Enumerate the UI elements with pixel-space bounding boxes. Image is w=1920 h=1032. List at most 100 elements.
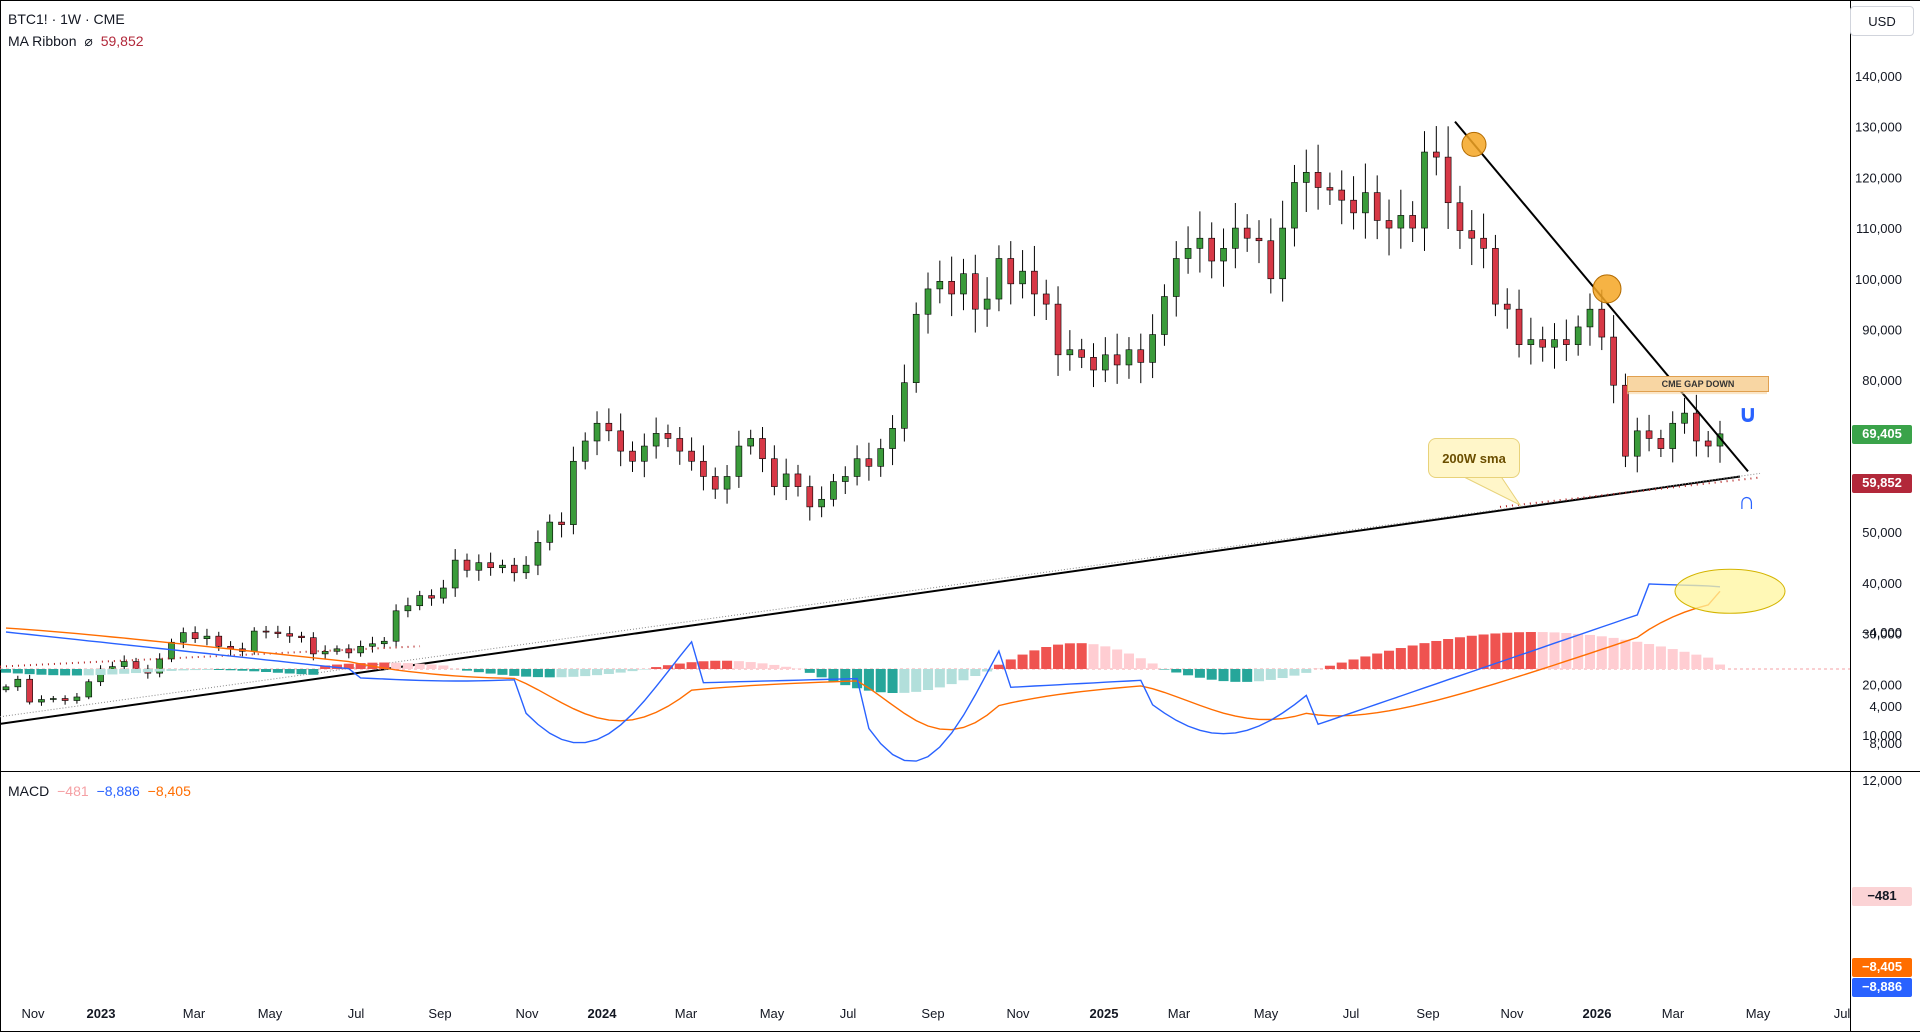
candle-body	[995, 258, 1003, 300]
time-tick-label: Mar	[675, 1006, 698, 1021]
candle-body	[510, 564, 518, 574]
candle-body	[321, 651, 329, 655]
time-tick-label: 2024	[588, 1006, 618, 1021]
symbol-title: BTC1! · 1W · CME	[8, 11, 125, 27]
candle-body	[1232, 227, 1239, 249]
macd-histogram-bar	[769, 664, 780, 669]
candle-body	[522, 564, 530, 574]
macd-histogram-bar	[1395, 648, 1406, 669]
candle-body	[73, 696, 81, 701]
time-tick-label: Nov	[1500, 1006, 1524, 1021]
macd-histogram-bar	[1525, 632, 1536, 669]
price-tick-label: 30,000	[1862, 627, 1902, 642]
macd-histogram-bar	[1324, 665, 1335, 669]
time-tick-label: Mar	[183, 1006, 206, 1021]
candle-body	[369, 643, 376, 647]
candle-body	[215, 635, 223, 647]
price-tick-label: 110,000	[1856, 221, 1902, 236]
macd-histogram-bar	[592, 669, 603, 676]
time-tick-label: Jul	[1834, 1006, 1851, 1021]
macd-name: MACD	[8, 783, 50, 799]
macd-line-label: −8,886	[1852, 978, 1912, 997]
time-tick-label: Sep	[428, 1006, 451, 1021]
macd-histogram-bar	[237, 669, 248, 671]
macd-histogram-bar	[1691, 654, 1702, 669]
macd-histogram-bar	[1076, 643, 1087, 669]
candle-body	[416, 595, 424, 607]
candle-body	[1397, 215, 1405, 229]
macd-highlight-ellipse	[1674, 568, 1786, 614]
macd-histogram-bar	[1596, 636, 1607, 669]
candle-body	[1255, 237, 1263, 242]
macd-histogram-bar	[131, 669, 142, 674]
macd-tick-label: 4,000	[1869, 699, 1902, 714]
time-tick-label: Sep	[1416, 1006, 1439, 1021]
candle-body	[1610, 336, 1617, 386]
macd-histogram-bar	[662, 665, 673, 669]
symbol-legend: BTC1! · 1W · CME	[8, 10, 129, 28]
price-tick-label: 140,000	[1855, 69, 1902, 84]
candle-body	[1326, 187, 1334, 191]
candle-body	[463, 559, 471, 571]
candle-body	[333, 648, 341, 652]
macd-histogram-bar	[1431, 640, 1442, 669]
macd-histogram-bar	[1112, 649, 1123, 669]
touch-circle-1	[1461, 131, 1487, 157]
magnet-icon-down[interactable]: ∩	[1738, 488, 1756, 515]
candle-body	[26, 678, 33, 703]
macd-histogram-bar	[296, 669, 307, 675]
macd-histogram-bar	[1407, 645, 1418, 669]
macd-histogram-bar	[1573, 633, 1584, 669]
macd-histogram-bar	[1218, 669, 1229, 682]
time-tick-label: May	[258, 1006, 283, 1021]
time-tick-label: Mar	[1662, 1006, 1685, 1021]
candle-body	[1314, 172, 1322, 188]
candle-body	[286, 633, 293, 637]
macd-histogram-bar	[1005, 659, 1016, 669]
candle-body	[1515, 308, 1523, 345]
candle-body	[1350, 199, 1357, 214]
macd-histogram-bar	[887, 669, 898, 693]
macd-histogram-bar	[426, 664, 437, 669]
macd-histogram-bar	[119, 669, 130, 674]
price-tick-label: 80,000	[1862, 373, 1902, 388]
macd-histogram-bar	[1703, 657, 1714, 669]
macd-histogram-bar	[1443, 639, 1454, 669]
magnet-icon-up[interactable]: ∪	[1738, 401, 1758, 428]
candle-body	[581, 440, 589, 462]
macd-histogram-bar	[1100, 646, 1111, 669]
candle-body	[570, 460, 577, 525]
macd-histogram-bar	[509, 669, 520, 676]
macd-histogram-bar	[1537, 632, 1548, 669]
macd-histogram-bar	[1584, 634, 1595, 669]
sma-callout[interactable]: 200W sma	[1428, 438, 1520, 478]
macd-histogram-bar	[1620, 639, 1631, 669]
macd-histogram-bar	[532, 669, 543, 678]
candle-body	[1409, 215, 1416, 229]
macd-histogram-bar	[911, 669, 922, 692]
candle-body	[1291, 182, 1298, 229]
macd-histogram-bar	[710, 660, 721, 669]
price-tick-label: 40,000	[1862, 576, 1902, 591]
candle-body	[1149, 334, 1156, 363]
cme-gap-label[interactable]: CME GAP DOWN	[1627, 376, 1769, 392]
macd-histogram-bar	[190, 669, 201, 671]
currency-button[interactable]: USD	[1850, 6, 1914, 36]
candle-body	[2, 686, 10, 691]
macd-histogram-bar	[1171, 669, 1182, 673]
macd-histogram-bar	[213, 669, 224, 670]
macd-signal-value: −8,405	[147, 783, 191, 799]
time-tick-label: Sep	[921, 1006, 944, 1021]
candle-body	[392, 610, 400, 642]
macd-histogram-bar	[402, 663, 413, 669]
macd-histogram-bar	[733, 661, 744, 669]
candle-body	[180, 632, 187, 643]
time-tick-label: May	[760, 1006, 785, 1021]
candle-body	[14, 678, 22, 688]
candle-body	[652, 433, 660, 447]
macd-histogram-bar	[1289, 669, 1300, 676]
macd-histogram-bar	[804, 669, 815, 673]
macd-histogram-bar	[71, 669, 82, 676]
time-tick-label: Mar	[1168, 1006, 1191, 1021]
